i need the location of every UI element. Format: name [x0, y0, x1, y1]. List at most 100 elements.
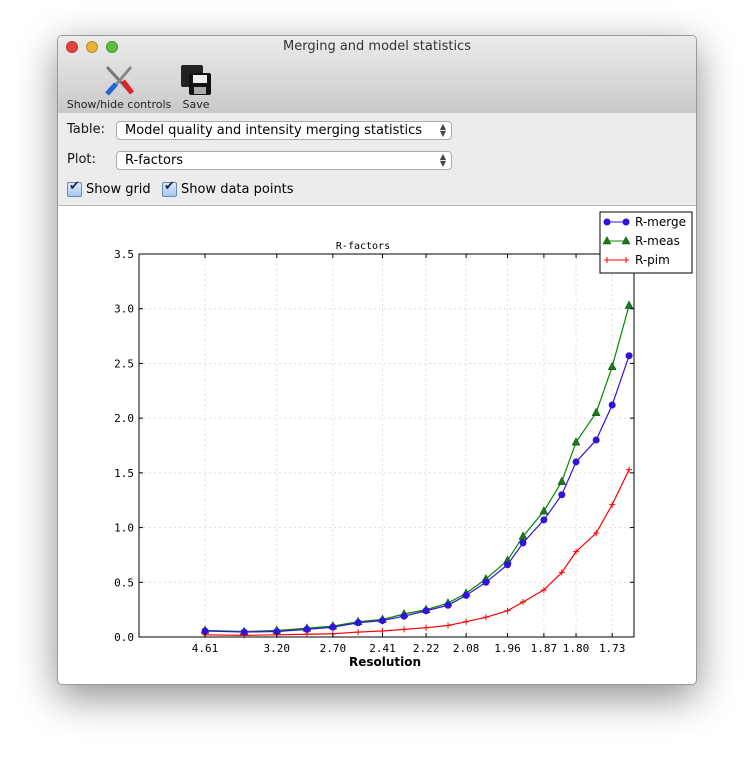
updown-arrows-icon: ▲ ▼	[439, 152, 446, 168]
data-point	[463, 618, 470, 625]
data-point	[621, 235, 631, 245]
data-point	[593, 530, 600, 537]
data-point	[558, 569, 565, 576]
x-tick-label: 2.08	[453, 642, 480, 655]
show-grid-label: Show grid	[86, 182, 151, 197]
x-tick-label: 3.20	[264, 642, 291, 655]
data-point	[540, 516, 548, 524]
x-tick-label: 2.41	[369, 642, 396, 655]
checkmark-icon	[67, 179, 82, 197]
data-point	[482, 614, 489, 621]
controls-panel: Table: Model quality and intensity mergi…	[58, 113, 696, 206]
floppy-disk-icon	[178, 62, 214, 98]
data-point	[504, 607, 511, 614]
show-hide-controls-button[interactable]: Show/hide controls	[66, 62, 172, 111]
data-point	[604, 257, 610, 263]
legend-entry: R-meas	[635, 234, 680, 248]
data-point	[482, 578, 490, 586]
data-point	[609, 501, 616, 508]
zoom-button[interactable]	[106, 41, 118, 53]
chart-title: R-factors	[336, 241, 390, 252]
data-point	[539, 506, 549, 515]
table-select[interactable]: Model quality and intensity merging stat…	[116, 121, 452, 140]
data-point	[355, 629, 362, 636]
x-tick-label: 1.73	[599, 642, 626, 655]
show-hide-controls-label: Show/hide controls	[66, 98, 172, 111]
series-r-meas	[200, 300, 634, 635]
series-r-merge	[201, 352, 633, 636]
x-tick-label: 1.87	[531, 642, 558, 655]
y-tick-label: 2.0	[114, 412, 134, 425]
series-line	[205, 469, 630, 636]
data-point	[201, 627, 209, 635]
data-point	[303, 625, 311, 633]
data-point	[540, 586, 547, 593]
r-factors-chart: R-factors 0.0 0.5 1.0 1.5 2.0 2.5 3.0 3.5 4.61 3.…	[114, 211, 693, 669]
plot-select-value: R-factors	[125, 153, 184, 168]
x-tick-label: 2.70	[320, 642, 347, 655]
data-point	[520, 598, 527, 605]
data-point	[573, 548, 580, 555]
data-point	[423, 624, 430, 631]
data-point	[401, 626, 408, 633]
data-point	[378, 617, 386, 625]
plot-label: Plot:	[67, 152, 96, 167]
data-point	[354, 619, 362, 627]
save-button[interactable]: Save	[178, 62, 214, 111]
save-label: Save	[182, 98, 210, 111]
tools-icon	[66, 62, 172, 98]
show-grid-checkbox[interactable]: Show grid	[67, 179, 151, 197]
legend: R-merge R-meas R-pim	[599, 211, 693, 274]
data-point	[273, 628, 281, 636]
updown-arrows-icon: ▲ ▼	[439, 122, 446, 138]
data-point	[379, 627, 386, 634]
minimize-button[interactable]	[86, 41, 98, 53]
data-point	[519, 539, 527, 547]
legend-entry: R-merge	[635, 215, 686, 229]
title-bar: Merging and model statistics Show/hide c…	[58, 36, 696, 114]
data-point	[503, 561, 511, 569]
data-point	[329, 623, 337, 631]
window-title: Merging and model statistics	[283, 39, 471, 54]
data-point	[444, 601, 452, 609]
data-point	[622, 218, 630, 226]
data-point	[444, 622, 451, 629]
table-select-value: Model quality and intensity merging stat…	[125, 123, 423, 138]
data-point	[623, 257, 629, 263]
plot-frame	[138, 253, 635, 638]
series-line	[205, 355, 630, 633]
data-point	[602, 235, 612, 245]
y-tick-label: 0.5	[114, 576, 134, 589]
data-point	[400, 612, 408, 620]
data-point	[572, 458, 580, 466]
data-point	[557, 476, 567, 485]
table-label: Table:	[67, 122, 105, 137]
y-tick-label: 1.5	[114, 467, 134, 480]
series-line	[205, 305, 630, 633]
close-button[interactable]	[66, 41, 78, 53]
data-point	[591, 407, 601, 416]
data-point	[571, 437, 581, 446]
y-tick-label: 0.0	[114, 631, 134, 644]
legend-entry: R-pim	[635, 253, 670, 267]
y-tick-label: 1.0	[114, 522, 134, 535]
data-point	[462, 591, 470, 599]
y-tick-label: 3.5	[114, 248, 134, 261]
y-tick-label: 2.5	[114, 357, 134, 370]
data-point	[624, 300, 634, 309]
x-axis-label: Resolution	[349, 655, 421, 669]
show-data-points-checkbox[interactable]: Show data points	[162, 179, 294, 197]
data-point	[592, 436, 600, 444]
x-tick-label: 4.61	[192, 642, 219, 655]
window: Merging and model statistics Show/hide c…	[57, 35, 697, 685]
data-point	[626, 466, 633, 473]
plot-select[interactable]: R-factors ▲ ▼	[116, 151, 452, 170]
y-tick-label: 3.0	[114, 303, 134, 316]
x-tick-label: 1.80	[563, 642, 590, 655]
data-point	[422, 607, 430, 615]
data-point	[607, 361, 617, 370]
x-tick-label: 1.96	[494, 642, 520, 655]
show-data-points-label: Show data points	[181, 182, 294, 197]
x-tick-label: 2.22	[413, 642, 440, 655]
data-point	[625, 352, 633, 360]
